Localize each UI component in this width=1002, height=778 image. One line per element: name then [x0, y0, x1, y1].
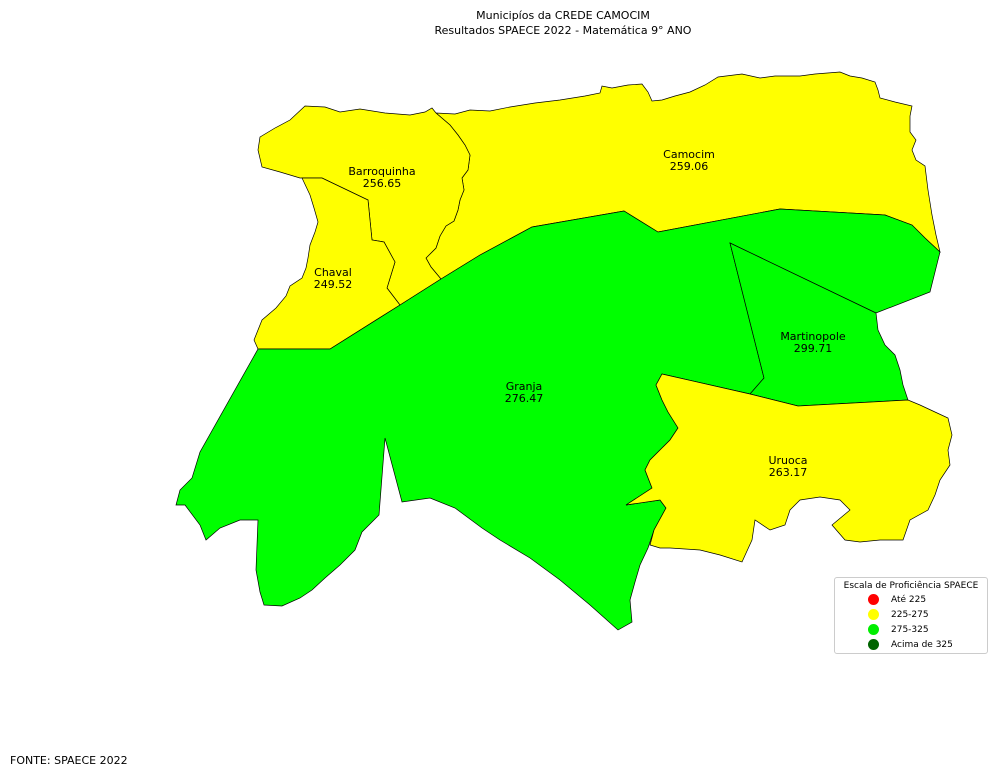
label-granja-value: 276.47 [505, 392, 544, 405]
legend-title: Escala de Proficiência SPAECE [843, 581, 979, 591]
legend-dot [868, 639, 879, 650]
legend-dot [868, 624, 879, 635]
region-granja[interactable] [175, 208, 941, 631]
legend-item: 275-325 [835, 622, 987, 637]
map-title-line2: Resultados SPAECE 2022 - Matemática 9° A… [435, 24, 692, 37]
map-title-line1: Municipíos da CREDE CAMOCIM [476, 9, 650, 22]
label-uruoca-value: 263.17 [769, 466, 808, 479]
label-barroquinha-name: Barroquinha [348, 165, 415, 178]
region-chaval[interactable] [253, 177, 401, 350]
source-note: FONTE: SPAECE 2022 [10, 754, 128, 767]
region-uruoca[interactable] [625, 373, 953, 563]
label-martinopole-value: 299.71 [794, 342, 833, 355]
legend-label: Até 225 [891, 594, 927, 605]
legend-dot [868, 609, 879, 620]
label-barroquinha-value: 256.65 [363, 177, 402, 190]
label-chaval-value: 249.52 [314, 278, 353, 291]
label-camocim-name: Camocim [663, 148, 715, 161]
legend-label: 275-325 [891, 624, 929, 635]
legend: Escala de Proficiência SPAECE Até 225 22… [834, 577, 988, 654]
legend-item: Até 225 [835, 592, 987, 607]
label-chaval-name: Chaval [314, 266, 352, 279]
label-camocim-value: 259.06 [670, 160, 709, 173]
label-granja-name: Granja [506, 380, 543, 393]
legend-item: Acima de 325 [835, 637, 987, 652]
legend-item: 225-275 [835, 607, 987, 622]
label-uruoca-name: Uruoca [768, 454, 807, 467]
legend-dot [868, 594, 879, 605]
legend-label: 225-275 [891, 609, 929, 620]
label-martinopole-name: Martinopole [780, 330, 846, 343]
legend-label: Acima de 325 [891, 639, 953, 650]
region-martinopole[interactable] [729, 242, 909, 407]
